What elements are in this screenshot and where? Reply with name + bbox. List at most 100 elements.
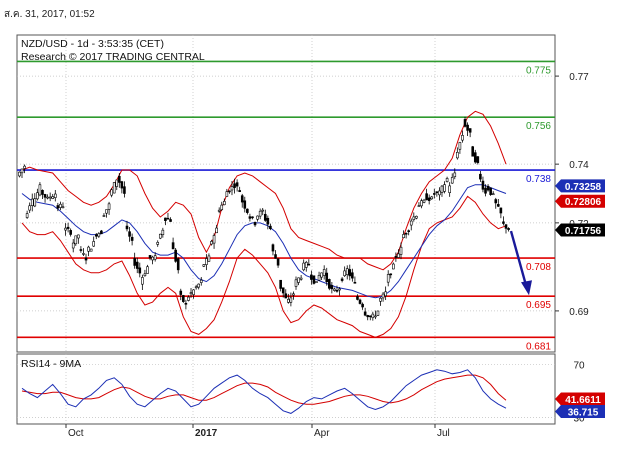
candle-body-47-2 [384,291,387,297]
candle-body-56-1 [450,177,454,184]
candle-body-18-1 [158,233,162,239]
candle-body-32-0 [263,213,267,221]
candle-body-52-2 [422,199,426,203]
candle-body-49-0 [394,256,398,258]
candle-body-40-2 [330,285,334,290]
candle-body-14-0 [125,225,129,230]
candle-body-1-0 [25,213,29,218]
candle-body-2-0 [33,198,37,207]
candle-body-26-2 [223,201,226,206]
candle-body-45-1 [366,315,370,318]
candle-body-59-2 [476,156,480,163]
candle-body-32-1 [266,217,270,225]
candle-body-34-1 [281,287,285,294]
y-tick-0.74: 0.74 [569,160,589,171]
candle-body-14-1 [128,231,131,237]
chart-title: NZD/USD - 1d - 3:53:35 (CET) [21,38,164,50]
badge-bg-0 [555,179,605,193]
candle-body-33-2 [276,258,280,266]
badge-bg-1 [555,194,605,208]
candle-body-33-1 [274,254,277,259]
badge-bg-rsi-1 [555,405,605,419]
candle-body-6-2 [69,230,72,235]
candle-body-21-0 [179,290,183,295]
candle-body-34-2 [284,293,288,299]
candle-body-31-0 [256,215,259,220]
candle-body-51-2 [415,215,418,219]
rsi-panel[interactable] [16,353,556,425]
candle-body-30-0 [248,216,252,219]
candle-body-61-2 [491,193,495,196]
candle-body-29-0 [240,195,244,203]
candle-body-38-0 [310,274,313,280]
candle-body-21-1 [182,295,185,302]
candle-body-48-2 [392,263,395,270]
candle-body-30-2 [253,222,257,226]
candle-body-23-1 [197,283,200,288]
candle-body-13-2 [123,186,126,194]
candle-body-10-2 [100,230,103,235]
candle-body-48-1 [389,273,393,276]
candle-body-53-1 [427,197,431,201]
arrow-shaft [509,230,528,286]
rsi-title: RSI14 - 9MA [21,358,81,370]
candle-body-28-0 [233,183,236,188]
candle-body-35-2 [292,293,295,296]
badge-text-0.73258: 0.73258 [565,182,602,193]
candle-body-6-1 [66,226,70,229]
candle-body-25-0 [210,241,213,245]
candle-body-46-2 [376,310,380,316]
candlesticks [18,116,510,321]
candle-body-38-2 [315,281,318,283]
candle-body-50-1 [404,232,408,235]
candle-body-59-0 [471,146,475,157]
candle-body-59-1 [473,152,477,163]
candle-body-27-2 [230,186,234,191]
candle-body-25-2 [215,227,218,234]
candle-body-57-2 [461,135,464,141]
candle-body-33-0 [271,244,275,252]
candle-body-48-0 [386,274,390,283]
bollinger-bands [21,110,507,338]
candle-body-62-2 [499,207,503,214]
candle-body-19-0 [164,217,167,222]
candle-body-39-1 [320,272,323,278]
candle-body-23-2 [199,279,203,283]
candle-body-16-0 [141,277,144,285]
candle-body-53-2 [430,196,434,200]
candle-body-51-1 [412,216,416,220]
candle-body-11-0 [102,215,106,217]
candle-body-8-0 [79,249,83,251]
candle-body-22-1 [189,292,193,295]
candle-body-5-0 [56,205,60,209]
candle-body-46-1 [374,315,377,318]
candle-body-56-2 [453,172,457,178]
candle-body-63-0 [502,221,505,224]
x-tick-Oct: Oct [68,428,84,439]
candle-body-22-2 [192,289,195,295]
candle-body-27-0 [225,191,229,197]
candle-body-58-2 [468,128,472,133]
candle-body-42-0 [340,278,344,281]
forecast-arrow [509,230,532,296]
time-axis: Oct 2017 Apr Jul [65,424,450,439]
candle-body-24-1 [205,258,208,265]
candle-body-1-2 [30,198,34,206]
candle-body-7-0 [71,242,75,249]
candle-body-32-2 [269,225,272,230]
main-panel[interactable] [16,34,556,353]
candle-body-16-1 [143,273,147,277]
candle-body-16-2 [146,266,149,274]
x-tick-Jul: Jul [437,428,450,439]
candle-body-62-0 [494,199,498,204]
candle-body-54-0 [432,193,436,195]
badge-bg-2 [555,223,605,237]
timestamp: ส.ค. 31, 2017, 01:52 [4,9,95,20]
candle-body-24-0 [202,264,206,267]
candle-body-44-1 [358,299,362,304]
candle-body-20-0 [171,242,175,250]
candle-body-37-1 [304,261,308,268]
chart-copyright: Research © 2017 TRADING CENTRAL [21,51,205,63]
candle-body-0-1 [20,168,24,174]
candle-body-41-2 [338,288,341,291]
